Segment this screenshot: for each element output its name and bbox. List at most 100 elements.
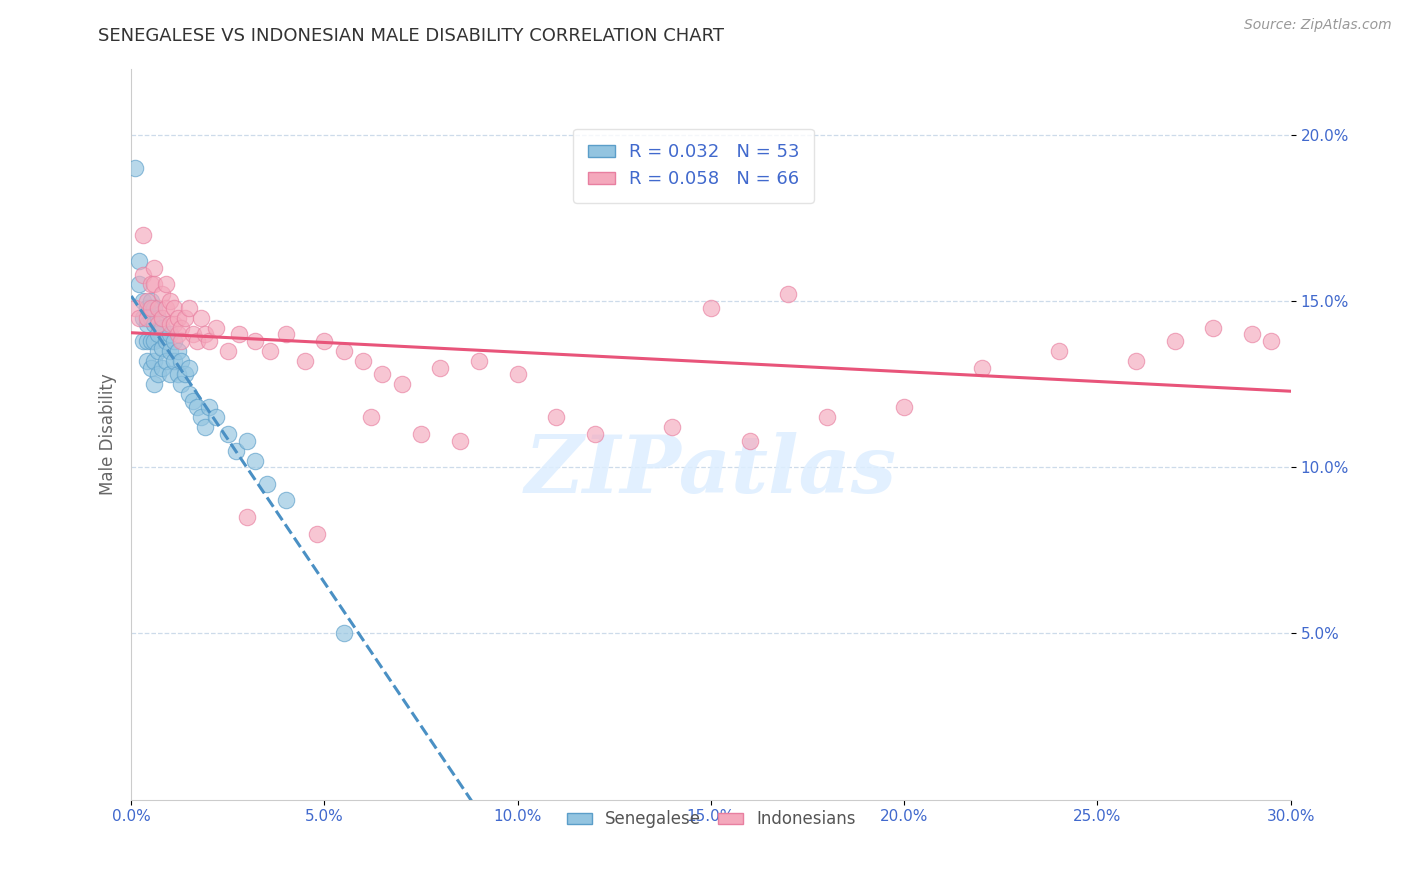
Point: [778, 287, 800, 301]
Point: [163, 334, 186, 348]
Point: [135, 310, 157, 325]
Point: [170, 334, 193, 348]
Point: [294, 354, 316, 368]
Point: [135, 294, 157, 309]
Point: [661, 420, 683, 434]
Point: [190, 310, 212, 325]
Point: [181, 327, 204, 342]
Point: [139, 277, 162, 292]
Point: [190, 410, 212, 425]
Point: [468, 354, 491, 368]
Point: [170, 377, 193, 392]
Point: [150, 341, 173, 355]
Point: [170, 354, 193, 368]
Point: [128, 310, 150, 325]
Point: [135, 354, 157, 368]
Text: ZIPatlas: ZIPatlas: [524, 432, 897, 509]
Point: [139, 334, 162, 348]
Point: [217, 343, 239, 358]
Point: [333, 343, 356, 358]
Point: [194, 327, 217, 342]
Point: [181, 393, 204, 408]
Text: SENEGALESE VS INDONESIAN MALE DISABILITY CORRELATION CHART: SENEGALESE VS INDONESIAN MALE DISABILITY…: [98, 27, 724, 45]
Point: [449, 434, 471, 448]
Point: [155, 277, 177, 292]
Point: [132, 334, 155, 348]
Point: [148, 343, 170, 358]
Point: [159, 327, 181, 342]
Point: [700, 301, 723, 315]
Point: [135, 334, 157, 348]
Point: [738, 434, 761, 448]
Point: [150, 320, 173, 334]
Point: [243, 453, 266, 467]
Point: [148, 327, 170, 342]
Point: [135, 318, 157, 332]
Point: [217, 427, 239, 442]
Point: [1241, 327, 1264, 342]
Point: [150, 360, 173, 375]
Point: [124, 161, 146, 176]
Point: [1047, 343, 1070, 358]
Point: [155, 334, 177, 348]
Point: [139, 310, 162, 325]
Point: [143, 301, 166, 315]
Point: [139, 360, 162, 375]
Point: [166, 310, 188, 325]
Point: [352, 354, 374, 368]
Point: [159, 343, 181, 358]
Point: [205, 320, 228, 334]
Point: [148, 318, 170, 332]
Point: [174, 310, 197, 325]
Point: [371, 368, 394, 382]
Legend: Senegalese, Indonesians: Senegalese, Indonesians: [560, 804, 862, 835]
Point: [305, 526, 328, 541]
Point: [143, 354, 166, 368]
Point: [179, 387, 201, 401]
Point: [1202, 320, 1225, 334]
Point: [163, 318, 186, 332]
Point: [150, 310, 173, 325]
Point: [205, 410, 228, 425]
Point: [333, 626, 356, 640]
Point: [135, 301, 157, 315]
Point: [166, 327, 188, 342]
Point: [256, 476, 278, 491]
Point: [124, 301, 146, 315]
Point: [159, 318, 181, 332]
Point: [170, 320, 193, 334]
Y-axis label: Male Disability: Male Disability: [100, 373, 117, 495]
Point: [391, 377, 413, 392]
Point: [243, 334, 266, 348]
Point: [148, 310, 170, 325]
Point: [159, 368, 181, 382]
Point: [225, 443, 247, 458]
Point: [143, 377, 166, 392]
Point: [143, 260, 166, 275]
Point: [148, 368, 170, 382]
Point: [132, 294, 155, 309]
Point: [893, 401, 915, 415]
Point: [228, 327, 250, 342]
Point: [583, 427, 606, 442]
Point: [159, 294, 181, 309]
Point: [1260, 334, 1282, 348]
Point: [274, 493, 297, 508]
Point: [546, 410, 568, 425]
Point: [259, 343, 281, 358]
Point: [132, 310, 155, 325]
Point: [970, 360, 993, 375]
Point: [132, 268, 155, 282]
Point: [163, 354, 186, 368]
Point: [132, 227, 155, 242]
Point: [1164, 334, 1187, 348]
Point: [166, 368, 188, 382]
Point: [139, 294, 162, 309]
Point: [155, 354, 177, 368]
Point: [186, 401, 208, 415]
Point: [179, 360, 201, 375]
Point: [197, 401, 219, 415]
Point: [143, 277, 166, 292]
Point: [194, 420, 217, 434]
Point: [815, 410, 838, 425]
